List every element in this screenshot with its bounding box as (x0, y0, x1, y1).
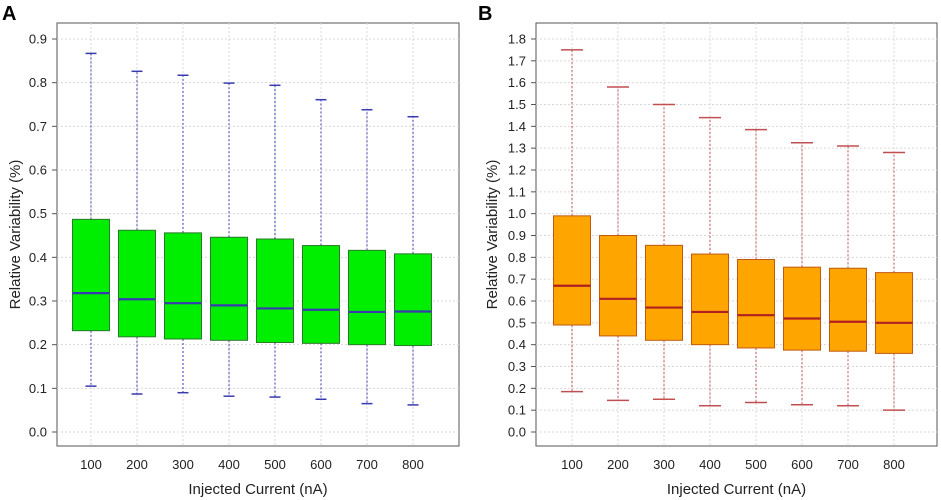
x-tick-label: 800 (402, 457, 424, 472)
y-tick-label: 0.9 (508, 228, 526, 243)
x-tick-label: 400 (218, 457, 240, 472)
y-tick-label: 0.1 (508, 403, 526, 418)
y-tick-label: 1.6 (508, 75, 526, 90)
box-500 (256, 84, 294, 398)
iqr-box (348, 249, 386, 346)
x-tick-label: 300 (653, 457, 675, 472)
iqr-box (783, 266, 821, 351)
y-tick-label: 0.3 (508, 359, 526, 374)
box-200 (599, 86, 637, 402)
box-600 (302, 98, 340, 400)
iqr-box (645, 244, 683, 341)
y-tick-label: 1.4 (508, 119, 526, 134)
x-tick-label: 300 (172, 457, 194, 472)
box-200 (118, 70, 156, 395)
iqr-box (210, 236, 248, 341)
box-600 (783, 141, 821, 406)
x-tick-label: 600 (310, 457, 332, 472)
y-tick-label: 1.1 (508, 184, 526, 199)
plot-frame (535, 22, 938, 447)
iqr-box (875, 272, 913, 354)
iqr-box (829, 267, 867, 352)
iqr-box (72, 218, 110, 332)
box-300 (645, 103, 683, 400)
iqr-box (553, 215, 591, 326)
y-tick-label: 1.2 (508, 163, 526, 178)
y-tick-label: 1.3 (508, 141, 526, 156)
y-tick-label: 0.2 (508, 381, 526, 396)
iqr-box (599, 235, 637, 337)
x-tick-label: 600 (791, 457, 813, 472)
x-axis-title: Injected Current (nA) (667, 481, 806, 498)
panel-a: 0.0 0.1 0.2 0.3 0.4 0.5 0.6 0.7 0.8 0.9 100 200 300 4… (2, 3, 460, 498)
y-tick-label: 0.4 (29, 250, 47, 265)
box-400 (691, 116, 729, 407)
x-tick-label: 500 (745, 457, 767, 472)
box-700 (829, 145, 867, 407)
iqr-box (164, 232, 202, 340)
y-tick-label: 1.8 (508, 32, 526, 47)
y-tick-label: 0.6 (29, 163, 47, 178)
box-700 (348, 108, 386, 405)
panel-label: A (2, 3, 16, 25)
x-tick-label: 200 (126, 457, 148, 472)
y-tick-label: 0.0 (508, 425, 526, 440)
panel-label: B (478, 3, 492, 25)
box-800 (394, 115, 432, 406)
panel-b: 0.0 0.1 0.2 0.3 0.4 0.5 0.6 0.7 0.8 0.9 1.0 1.1 1.2 1… (478, 3, 938, 498)
box-800 (875, 151, 913, 411)
x-axis-title: Injected Current (nA) (188, 481, 327, 498)
y-tick-label: 0.5 (29, 206, 47, 221)
x-tick-label: 800 (883, 457, 905, 472)
y-tick-label: 0.5 (508, 315, 526, 330)
y-tick-label: 0.8 (29, 75, 47, 90)
iqr-box (256, 238, 294, 343)
y-tick-label: 0.8 (508, 250, 526, 265)
iqr-box (737, 259, 775, 349)
y-tick-label: 0.4 (508, 337, 526, 352)
y-tick-label: 1.5 (508, 97, 526, 112)
x-tick-label: 100 (561, 457, 583, 472)
box-400 (210, 82, 248, 397)
y-axis-title: Relative Variability (%) (7, 160, 24, 310)
iqr-box (394, 253, 432, 347)
y-tick-label: 0.9 (29, 32, 47, 47)
y-tick-label: 0.7 (29, 119, 47, 134)
x-tick-label: 100 (80, 457, 102, 472)
x-tick-label: 400 (699, 457, 721, 472)
iqr-box (118, 229, 156, 338)
box-100 (553, 49, 591, 393)
x-tick-label: 500 (264, 457, 286, 472)
x-tick-label: 200 (607, 457, 629, 472)
y-tick-label: 0.1 (29, 381, 47, 396)
box-100 (72, 52, 110, 387)
y-axis-title: Relative Variability (%) (484, 160, 501, 310)
x-tick-label: 700 (356, 457, 378, 472)
y-tick-label: 0.6 (508, 294, 526, 309)
box-300 (164, 74, 202, 394)
box-500 (737, 128, 775, 404)
iqr-box (302, 245, 340, 344)
y-tick-label: 0.0 (29, 425, 47, 440)
y-tick-label: 0.3 (29, 294, 47, 309)
iqr-box (691, 253, 729, 346)
y-tick-label: 1.7 (508, 53, 526, 68)
y-tick-label: 0.2 (29, 337, 47, 352)
y-tick-label: 1.0 (508, 206, 526, 221)
y-tick-label: 0.7 (508, 272, 526, 287)
x-tick-label: 700 (837, 457, 859, 472)
plot-frame (56, 22, 460, 447)
